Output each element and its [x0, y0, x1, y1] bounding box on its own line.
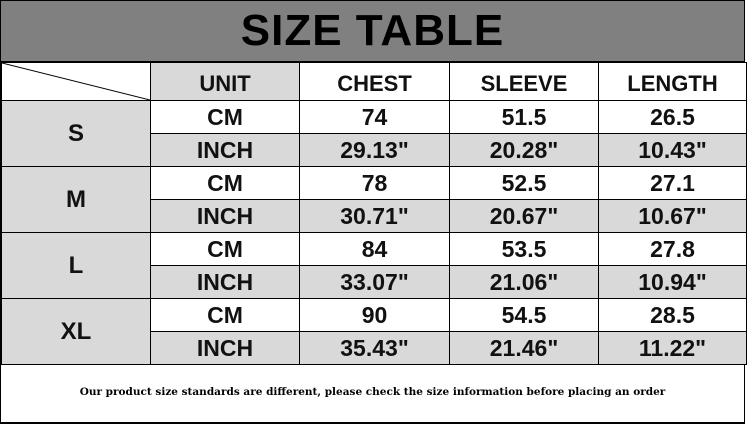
sleeve-cell: 20.67" — [449, 199, 599, 233]
corner-cell — [1, 62, 151, 101]
size-label: S — [1, 100, 151, 167]
unit-cell: INCH — [150, 133, 300, 167]
header-chest: CHEST — [299, 62, 450, 101]
sleeve-cell: 52.5 — [449, 166, 599, 200]
table-row: INCH 35.43" 21.46" 11.22" — [2, 331, 747, 365]
chest-cell: 30.71" — [299, 199, 450, 233]
length-cell: 10.67" — [598, 199, 747, 233]
header-unit: UNIT — [150, 62, 300, 101]
header-length: LENGTH — [598, 62, 747, 101]
length-cell: 27.1 — [598, 166, 747, 200]
footer-note: Our product size standards are different… — [79, 385, 666, 398]
unit-cell: INCH — [150, 265, 300, 299]
table-row: L CM 84 53.5 27.8 — [1, 232, 747, 299]
size-label: XL — [1, 298, 151, 365]
chest-cell: 90 — [299, 298, 450, 332]
length-cell: 10.94" — [598, 265, 747, 299]
size-label: L — [1, 232, 151, 299]
chest-cell: 33.07" — [299, 265, 450, 299]
sleeve-cell: 51.5 — [449, 100, 599, 134]
unit-cell: INCH — [150, 331, 300, 365]
sleeve-cell: 21.06" — [449, 265, 599, 299]
diagonal-line — [2, 63, 150, 100]
length-cell: 26.5 — [598, 100, 747, 134]
chest-cell: 78 — [299, 166, 450, 200]
unit-cell: INCH — [150, 199, 300, 233]
unit-cell: CM — [150, 232, 300, 266]
sleeve-cell: 21.46" — [449, 331, 599, 365]
length-cell: 28.5 — [598, 298, 747, 332]
chest-cell: 74 — [299, 100, 450, 134]
length-cell: 11.22" — [598, 331, 747, 365]
size-table: UNIT CHEST SLEEVE LENGTH S CM 74 51.5 26.5 IN… — [1, 62, 747, 365]
header-row: UNIT CHEST SLEEVE LENGTH — [1, 62, 747, 101]
table-row: INCH 30.71" 20.67" 10.67" — [2, 199, 747, 233]
table-row: S CM 74 51.5 26.5 — [1, 100, 747, 167]
header-sleeve: SLEEVE — [449, 62, 599, 101]
unit-cell: CM — [150, 298, 300, 332]
unit-cell: CM — [150, 166, 300, 200]
sleeve-cell: 20.28" — [449, 133, 599, 167]
table-row: INCH 33.07" 21.06" 10.94" — [2, 265, 747, 299]
page-title: SIZE TABLE — [1, 1, 744, 62]
length-cell: 27.8 — [598, 232, 747, 266]
sleeve-cell: 54.5 — [449, 298, 599, 332]
chest-cell: 84 — [299, 232, 450, 266]
size-label: M — [1, 166, 151, 233]
table-row: M CM 78 52.5 27.1 — [1, 166, 747, 233]
chest-cell: 29.13" — [299, 133, 450, 167]
table-row: XL CM 90 54.5 28.5 — [1, 298, 747, 365]
unit-cell: CM — [150, 100, 300, 134]
sleeve-cell: 53.5 — [449, 232, 599, 266]
table-row: INCH 29.13" 20.28" 10.43" — [2, 133, 747, 167]
length-cell: 10.43" — [598, 133, 747, 167]
